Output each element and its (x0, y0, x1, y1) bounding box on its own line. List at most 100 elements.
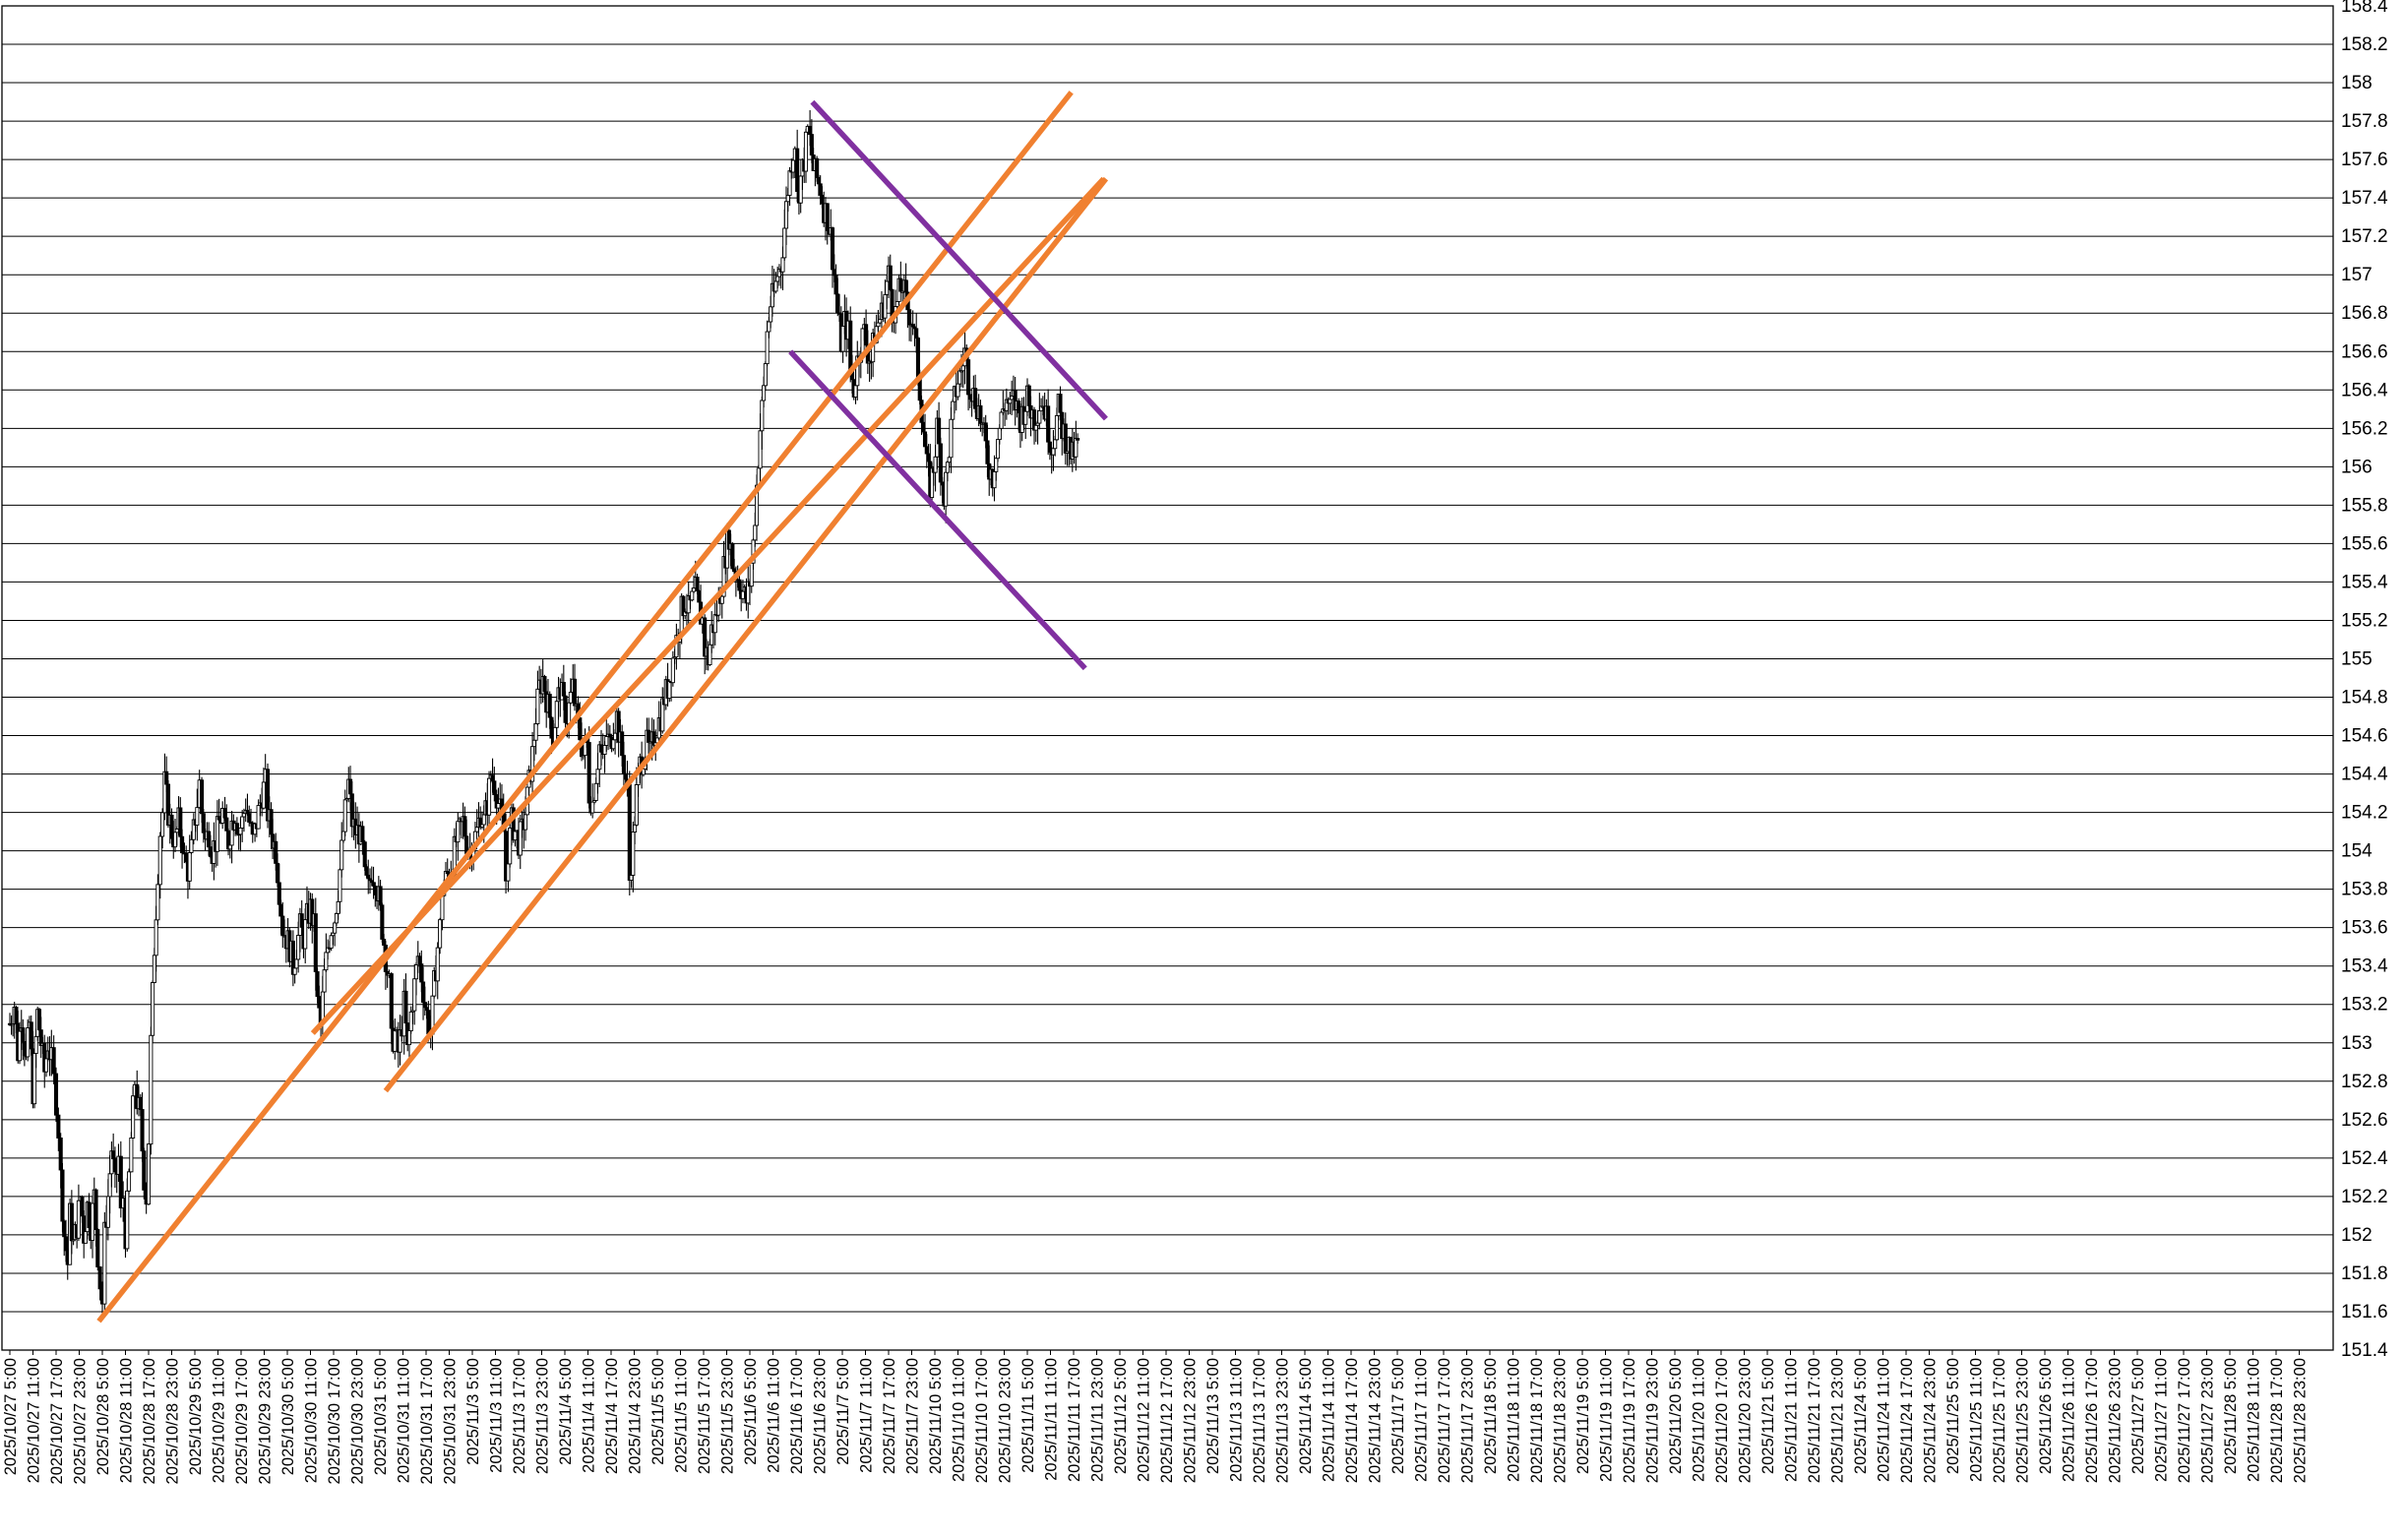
candle-body (216, 816, 221, 821)
x-tick-label: 2025/11/18 17:00 (1528, 1358, 1546, 1483)
candle-body (426, 1010, 431, 1034)
candle-body (62, 1220, 67, 1238)
candle-body (708, 644, 712, 665)
candle-body (883, 293, 888, 319)
candle-body (366, 874, 371, 880)
x-tick-label: 2025/11/17 5:00 (1389, 1358, 1407, 1474)
x-tick-label: 2025/11/4 11:00 (581, 1358, 598, 1473)
x-tick-label: 2025/11/5 17:00 (696, 1358, 713, 1474)
x-tick-label: 2025/11/11 17:00 (1066, 1358, 1083, 1482)
candle-body (174, 828, 179, 833)
candle-body (178, 807, 183, 837)
x-tick-label: 2025/11/6 23:00 (812, 1358, 830, 1474)
candle-body (14, 1007, 19, 1024)
candle-body (234, 823, 239, 834)
candle-body (169, 814, 174, 839)
candle-body (535, 688, 540, 724)
x-tick-label: 2025/10/29 11:00 (211, 1358, 228, 1483)
candle-body (1051, 448, 1056, 456)
candle-body (240, 816, 245, 829)
x-tick-label: 2025/10/31 23:00 (442, 1358, 460, 1484)
candle-body (563, 695, 568, 723)
x-tick-label: 2025/10/28 23:00 (164, 1358, 182, 1484)
candle-body (1058, 394, 1063, 413)
y-tick-label: 154 (2341, 841, 2373, 862)
candle-body (157, 835, 162, 886)
x-tick-label: 2025/11/7 17:00 (881, 1358, 898, 1474)
candle-body (417, 955, 422, 965)
candle-body (809, 134, 814, 156)
x-tick-label: 2025/11/26 23:00 (2107, 1358, 2125, 1483)
candle-body (107, 1173, 112, 1198)
candle-body (456, 821, 461, 843)
candle-body (531, 739, 536, 748)
x-tick-label: 2025/10/31 5:00 (372, 1358, 390, 1475)
y-tick-label: 156.8 (2341, 303, 2388, 324)
candle-body (949, 418, 954, 459)
x-tick-label: 2025/11/4 5:00 (557, 1358, 575, 1465)
candle-body (629, 875, 634, 881)
candle-body (647, 729, 651, 743)
candle-body (187, 852, 192, 882)
candle-body (371, 882, 376, 887)
x-tick-label: 2025/11/14 17:00 (1343, 1358, 1361, 1483)
candle-body (227, 844, 232, 850)
x-tick-label: 2025/11/10 23:00 (997, 1358, 1015, 1483)
candle-body (973, 388, 978, 409)
candle-body (492, 780, 497, 796)
y-tick-label: 155.2 (2341, 610, 2388, 631)
candle-body (740, 590, 745, 599)
candle-body (76, 1200, 81, 1239)
x-tick-label: 2025/11/24 11:00 (1876, 1358, 1893, 1482)
candle-body (697, 590, 702, 603)
candle-body (832, 269, 836, 277)
candle-body (613, 732, 618, 741)
x-tick-label: 2025/11/5 11:00 (673, 1358, 691, 1473)
candle-body (17, 1030, 23, 1062)
x-tick-label: 2025/11/11 11:00 (1043, 1358, 1061, 1481)
candle-body (155, 884, 160, 921)
candle-body (762, 385, 767, 401)
x-tick-label: 2025/11/19 5:00 (1574, 1358, 1592, 1474)
x-tick-label: 2025/11/10 17:00 (973, 1358, 991, 1483)
candle-body (992, 470, 997, 489)
y-tick-label: 152.8 (2341, 1072, 2388, 1092)
x-tick-label: 2025/11/19 11:00 (1598, 1358, 1616, 1482)
candle-body (783, 201, 789, 229)
candle-body (798, 175, 803, 204)
candle-body (277, 882, 281, 905)
candle-body (508, 828, 513, 865)
y-tick-label: 154.6 (2341, 726, 2388, 747)
candle-body (921, 421, 926, 433)
x-tick-label: 2025/10/28 5:00 (94, 1358, 112, 1475)
candle-body (690, 590, 695, 601)
x-tick-label: 2025/11/7 11:00 (858, 1358, 876, 1473)
candle-body (303, 919, 308, 950)
candle-body (320, 991, 325, 1022)
candle-body (542, 676, 547, 693)
candle-body (835, 293, 840, 314)
candle-body (888, 265, 893, 290)
candle-body (333, 922, 338, 934)
candle-body (90, 1202, 95, 1241)
candle-body (154, 919, 158, 956)
x-tick-label: 2025/11/13 5:00 (1204, 1358, 1222, 1474)
candle-body (83, 1231, 89, 1244)
x-tick-label: 2025/10/28 17:00 (141, 1358, 158, 1484)
x-tick-label: 2025/10/27 5:00 (2, 1358, 20, 1475)
y-tick-label: 153.4 (2341, 956, 2388, 977)
candle-body (1063, 423, 1068, 454)
x-tick-label: 2025/10/30 11:00 (303, 1358, 321, 1483)
x-tick-label: 2025/11/12 23:00 (1182, 1358, 1200, 1483)
x-tick-label: 2025/11/4 17:00 (603, 1358, 621, 1474)
candle-body (299, 913, 304, 928)
candle-body (782, 227, 787, 259)
x-tick-label: 2025/11/25 23:00 (2014, 1358, 2032, 1483)
candle-body (95, 1229, 100, 1267)
candle-body (634, 784, 639, 826)
candle-body (1074, 438, 1079, 458)
candle-body (780, 257, 785, 273)
candle-body (763, 363, 768, 387)
y-tick-label: 152.2 (2341, 1187, 2388, 1207)
candle-body (937, 417, 942, 445)
